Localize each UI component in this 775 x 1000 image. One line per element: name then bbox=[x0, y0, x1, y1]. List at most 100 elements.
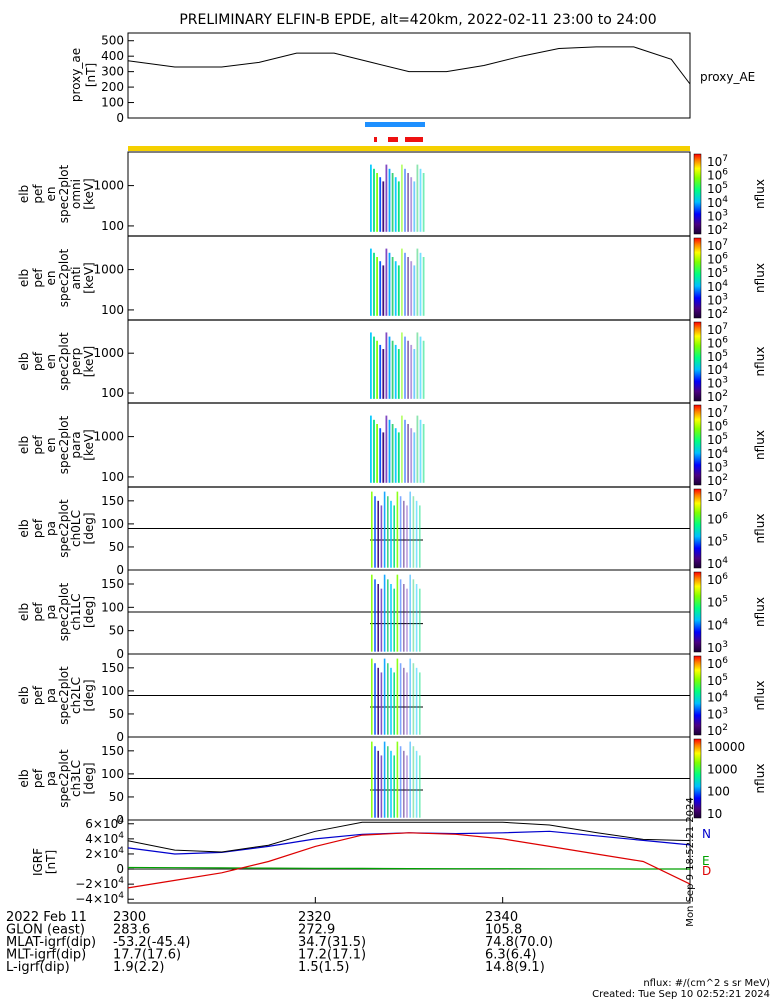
anti-spectrogram-stripe bbox=[382, 265, 385, 316]
para-ylabel-part: spec2plot bbox=[57, 415, 71, 474]
igrf-ytick-label: 2×104 bbox=[85, 846, 124, 861]
anti-colorbar-tick-label: 105 bbox=[707, 265, 728, 280]
ch3LC-ylabel-part: [deg] bbox=[82, 763, 96, 795]
omni-spectrogram-stripe bbox=[422, 173, 425, 232]
igrf-ytick-label: 0 bbox=[116, 862, 124, 876]
omni-ytick-label: 1000 bbox=[93, 179, 124, 193]
footer-value: 2340 bbox=[485, 910, 518, 925]
proxy-ae-frame bbox=[127, 32, 691, 119]
footer-value: 105.8 bbox=[485, 923, 522, 938]
science-zone-bar bbox=[365, 122, 425, 127]
perp-spectrogram-stripe bbox=[419, 336, 422, 399]
anti-colorbar-label: nflux bbox=[753, 263, 767, 293]
perp-spectrogram-stripe bbox=[379, 344, 382, 399]
para-colorbar-tick-label: 105 bbox=[707, 432, 728, 447]
omni-spectrogram-stripe bbox=[404, 168, 406, 232]
anti-ytick-label: 100 bbox=[101, 303, 124, 317]
perp-spectrogram-stripe bbox=[416, 332, 419, 399]
ch2LC-ylabel-part: pa bbox=[44, 688, 58, 703]
proxy-ae-legend: proxy_AE bbox=[700, 70, 755, 84]
ch2LC-ylabel-part: [deg] bbox=[82, 680, 96, 712]
ch0LC-spectrogram-stripe bbox=[396, 491, 399, 568]
ch1LC-spectrogram-stripe bbox=[383, 574, 386, 652]
para-spectrogram-stripe bbox=[419, 419, 422, 483]
footer-value: 272.9 bbox=[298, 923, 335, 938]
para-ylabel-part: pef bbox=[31, 435, 45, 455]
ch1LC-ylabel-part: pa bbox=[44, 605, 58, 620]
ch1LC-spectrogram-stripe bbox=[403, 584, 405, 652]
ch0LC-colorbar-label: nflux bbox=[753, 514, 767, 544]
omni-ylabel-part: elb bbox=[17, 185, 31, 203]
footer-value: 34.7(31.5) bbox=[298, 935, 366, 950]
anti-ylabel-part: spec2plot bbox=[57, 248, 71, 307]
red-mark bbox=[374, 137, 377, 142]
footer-value: 2300 bbox=[113, 910, 146, 925]
footer-value: 1.9(2.2) bbox=[113, 960, 165, 975]
perp-spectrogram-stripe bbox=[397, 349, 400, 399]
para-ylabel-part: [keV] bbox=[82, 429, 96, 460]
omni-spectrogram-stripe bbox=[388, 168, 391, 232]
ch1LC-colorbar-tick-label: 103 bbox=[707, 640, 728, 655]
footer-label: MLAT-igrf(dip) bbox=[6, 935, 96, 950]
igrf-ytick-label: 4×104 bbox=[85, 831, 124, 846]
igrf-ytick-label: −4×104 bbox=[75, 891, 124, 906]
ch3LC-spectrogram-stripe bbox=[393, 755, 395, 818]
anti-colorbar-tick-label: 102 bbox=[707, 306, 728, 321]
ch0LC-spectrogram-stripe bbox=[390, 500, 392, 568]
ch2LC-colorbar-label: nflux bbox=[753, 681, 767, 711]
anti-colorbar-tick-label: 106 bbox=[707, 252, 728, 267]
perp-ylabel-part: en bbox=[44, 354, 58, 369]
omni-spectrogram-stripe bbox=[410, 177, 413, 232]
para-spectrogram-stripe bbox=[394, 428, 397, 483]
ch1LC-spectrogram-stripe bbox=[419, 588, 421, 652]
omni-ylabel-part: omni bbox=[69, 179, 83, 209]
perp-spectrogram-stripe bbox=[391, 340, 394, 399]
proxy-ae-ytick-label: 300 bbox=[101, 65, 124, 79]
perp-spectrogram-stripe bbox=[394, 344, 397, 399]
footer-label: MLT-igrf(dip) bbox=[6, 948, 86, 963]
ch2LC-ylabel-part: spec2plot bbox=[57, 666, 71, 725]
footer-label: L-igrf(dip) bbox=[6, 960, 70, 975]
perp-spectrogram-stripe bbox=[410, 344, 413, 399]
anti-spectrogram-stripe bbox=[410, 261, 413, 316]
ch2LC-spectrogram-stripe bbox=[412, 663, 415, 735]
igrf-line-E bbox=[127, 866, 690, 870]
anti-spectrogram-stripe bbox=[407, 257, 409, 316]
ch0LC-spectrogram-stripe bbox=[383, 491, 386, 568]
ch3LC-ytick-label: 150 bbox=[101, 744, 124, 758]
ch2LC-spectrogram-stripe bbox=[390, 667, 392, 735]
anti-spectrogram-stripe bbox=[419, 252, 422, 316]
ch0LC-ylabel-part: [deg] bbox=[82, 513, 96, 545]
anti-spectrogram-stripe bbox=[401, 248, 403, 316]
proxy-ae-ylabel-1: proxy_ae bbox=[69, 48, 83, 102]
footer-value: 2320 bbox=[298, 910, 331, 925]
omni-spectrogram-stripe bbox=[394, 177, 397, 232]
igrf-line-total bbox=[127, 821, 691, 853]
ch0LC-spectrogram-stripe bbox=[371, 491, 373, 568]
ch3LC-colorbar bbox=[693, 738, 702, 819]
ch3LC-spectrogram-stripe bbox=[412, 746, 415, 818]
ch1LC-colorbar-tick-label: 104 bbox=[707, 617, 728, 632]
para-spectrogram-stripe bbox=[397, 432, 400, 483]
perp-spectrogram-stripe bbox=[407, 340, 409, 399]
ch2LC-spectrogram-stripe bbox=[371, 658, 373, 735]
ch2LC-spectrogram-stripe bbox=[399, 663, 402, 735]
footer-value: 14.8(9.1) bbox=[485, 960, 545, 975]
para-ylabel-part: elb bbox=[17, 436, 31, 454]
para-spectrogram-stripe bbox=[391, 424, 394, 483]
para-colorbar-tick-label: 106 bbox=[707, 419, 728, 434]
ch3LC-ytick-label: 0 bbox=[116, 813, 124, 827]
igrf-line-D bbox=[127, 832, 691, 889]
omni-spectrogram-stripe bbox=[382, 181, 385, 232]
para-colorbar-tick-label: 102 bbox=[707, 473, 728, 488]
ch0LC-spectrogram-stripe bbox=[377, 500, 379, 568]
ch2LC-spectrogram-stripe bbox=[387, 663, 389, 735]
para-colorbar bbox=[693, 404, 702, 486]
anti-ylabel-part: en bbox=[44, 271, 58, 286]
ch3LC-spectrogram-stripe bbox=[390, 750, 392, 818]
proxy-ae-ytick-label: 500 bbox=[101, 34, 124, 48]
ch2LC-ylabel-part: elb bbox=[17, 686, 31, 704]
ch2LC-ylabel-part: ch2LC bbox=[69, 677, 83, 714]
ch1LC-ytick-label: 50 bbox=[109, 624, 124, 638]
